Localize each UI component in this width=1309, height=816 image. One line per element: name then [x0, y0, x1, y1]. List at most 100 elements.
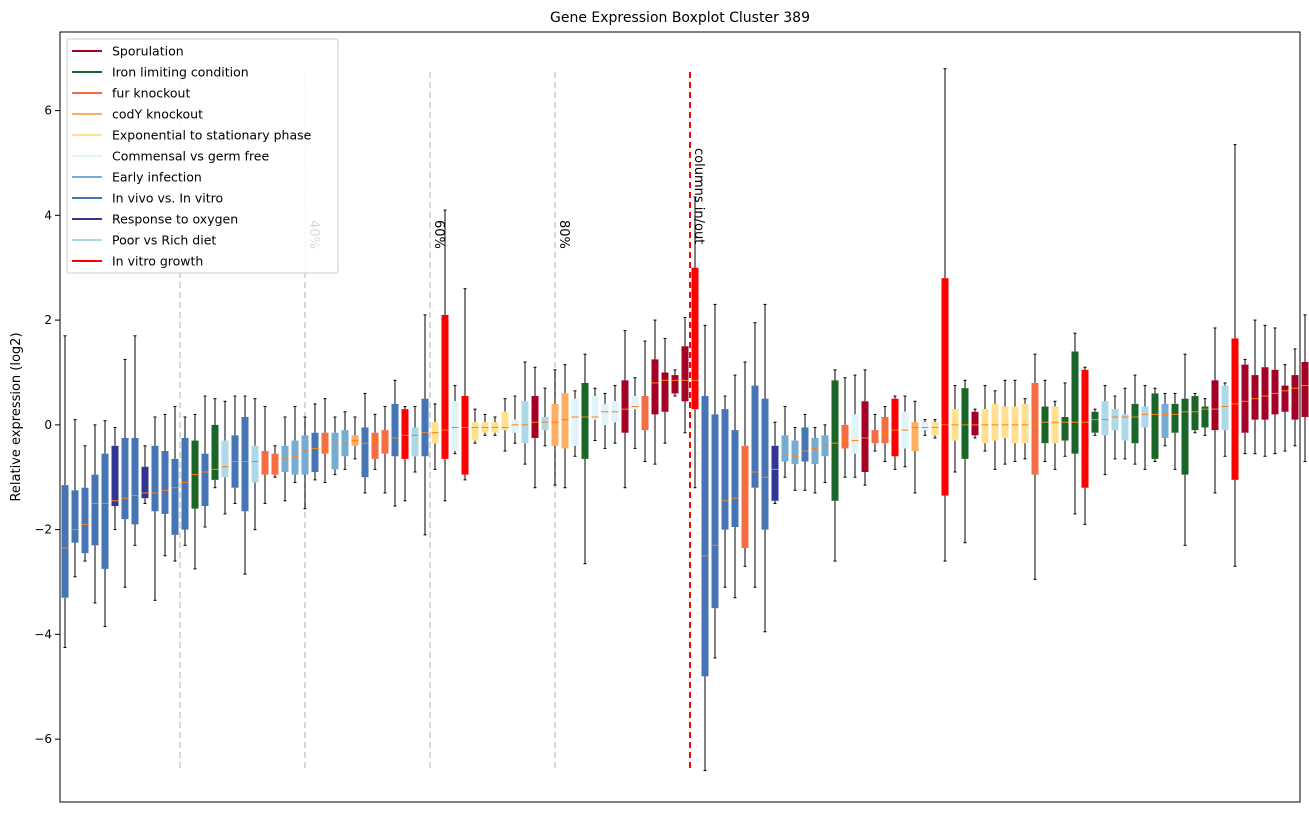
box	[522, 401, 529, 443]
box	[972, 412, 979, 436]
chart-title: Gene Expression Boxplot Cluster 389	[550, 10, 810, 26]
box	[82, 488, 89, 553]
box	[202, 454, 209, 506]
box	[1072, 352, 1079, 454]
box	[842, 425, 849, 449]
box	[1282, 386, 1289, 412]
box	[512, 420, 519, 433]
legend-label: In vivo vs. In vitro	[112, 191, 223, 206]
box	[372, 433, 379, 459]
box	[132, 438, 139, 524]
box	[1122, 414, 1129, 440]
box	[802, 427, 809, 461]
box	[252, 446, 259, 483]
box	[412, 427, 419, 456]
box	[912, 422, 919, 451]
box	[932, 422, 939, 435]
box	[1062, 417, 1069, 441]
box	[1042, 407, 1049, 444]
box	[892, 399, 899, 457]
box	[162, 451, 169, 514]
box	[1162, 404, 1169, 438]
box	[112, 446, 119, 506]
box	[312, 433, 319, 472]
box	[1202, 407, 1209, 428]
box	[722, 409, 729, 529]
box	[472, 422, 479, 440]
box	[1032, 383, 1039, 475]
legend: Sporulation Iron limiting condition fur kn…	[67, 39, 338, 273]
reference-label: columns in/out	[691, 148, 706, 244]
box	[332, 433, 339, 470]
y-axis-label: Relative expression (log2)	[9, 332, 24, 501]
box	[1272, 370, 1279, 415]
legend-label: Commensal vs germ free	[112, 149, 269, 164]
box	[1302, 362, 1309, 417]
box	[672, 375, 679, 393]
box	[652, 359, 659, 414]
box	[1172, 404, 1179, 433]
box	[1132, 404, 1139, 443]
box	[302, 435, 309, 474]
legend-label: Exponential to stationary phase	[112, 128, 312, 143]
box	[1222, 386, 1229, 431]
box	[1092, 412, 1099, 433]
box	[1102, 401, 1109, 435]
box	[142, 467, 149, 498]
legend-label: Sporulation	[112, 44, 184, 59]
box	[872, 430, 879, 443]
box	[1232, 338, 1239, 479]
legend-label: In vitro growth	[112, 254, 203, 269]
box	[122, 438, 129, 519]
reference-label: 60%	[431, 220, 446, 249]
box	[542, 417, 549, 430]
y-tick-label: 0	[44, 418, 52, 432]
box	[592, 396, 599, 420]
box	[382, 430, 389, 454]
y-tick-label: −4	[34, 627, 52, 641]
box	[922, 422, 929, 430]
y-tick-label: 6	[44, 104, 52, 118]
box	[1142, 407, 1149, 428]
box	[812, 438, 819, 464]
box	[942, 278, 949, 495]
box	[62, 485, 69, 598]
box	[322, 433, 329, 454]
legend-label: Iron limiting condition	[112, 65, 249, 80]
box	[212, 425, 219, 480]
box	[182, 438, 189, 530]
box	[582, 383, 589, 459]
box	[732, 430, 739, 527]
reference-label: 80%	[556, 220, 571, 249]
box	[562, 393, 569, 448]
box	[1112, 409, 1119, 430]
box	[1262, 367, 1269, 419]
box	[292, 441, 299, 475]
legend-label: codY knockout	[112, 107, 203, 122]
box	[782, 435, 789, 461]
box	[832, 380, 839, 500]
legend-label: Response to oxygen	[112, 212, 238, 227]
box	[552, 404, 559, 446]
box	[1242, 365, 1249, 433]
box	[632, 396, 639, 409]
box	[1082, 370, 1089, 488]
box	[982, 409, 989, 443]
box	[152, 446, 159, 511]
box	[172, 459, 179, 535]
legend-label: Poor vs Rich diet	[112, 233, 216, 248]
box	[992, 404, 999, 441]
box	[422, 399, 429, 457]
box	[852, 414, 859, 453]
box	[242, 417, 249, 511]
box	[862, 401, 869, 472]
box	[882, 417, 889, 443]
box	[92, 475, 99, 546]
box	[1252, 375, 1259, 420]
box	[462, 396, 469, 475]
box	[1192, 396, 1199, 430]
box	[442, 315, 449, 459]
legend-label: fur knockout	[112, 86, 190, 101]
box	[712, 414, 719, 608]
